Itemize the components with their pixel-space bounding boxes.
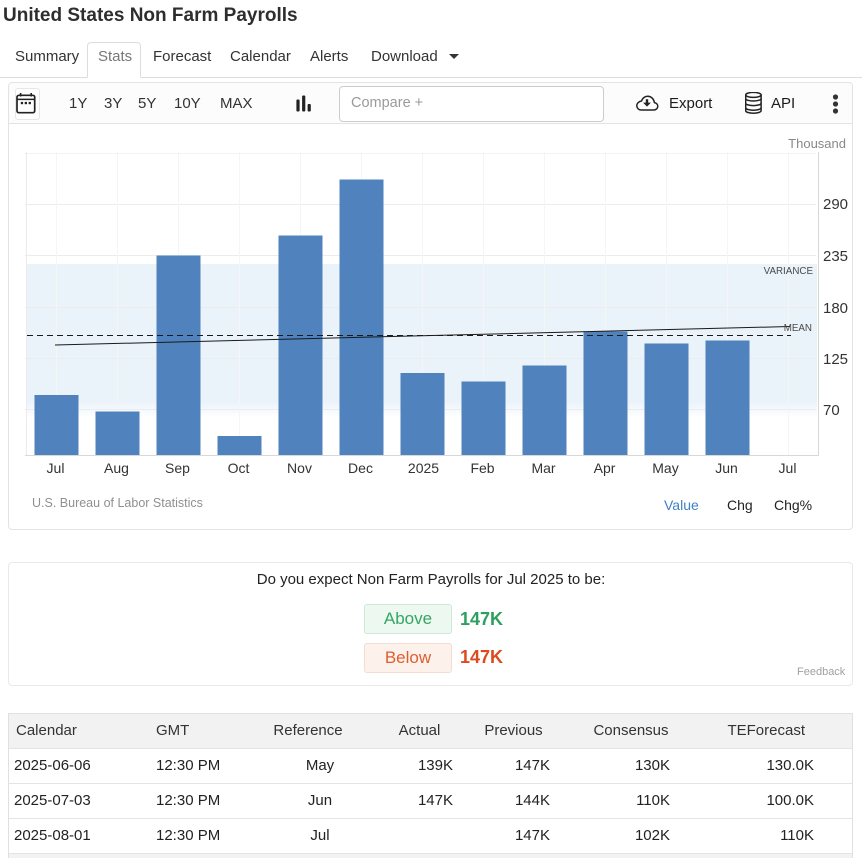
svg-text:MEAN: MEAN (784, 323, 812, 334)
svg-text:VARIANCE: VARIANCE (764, 266, 814, 277)
